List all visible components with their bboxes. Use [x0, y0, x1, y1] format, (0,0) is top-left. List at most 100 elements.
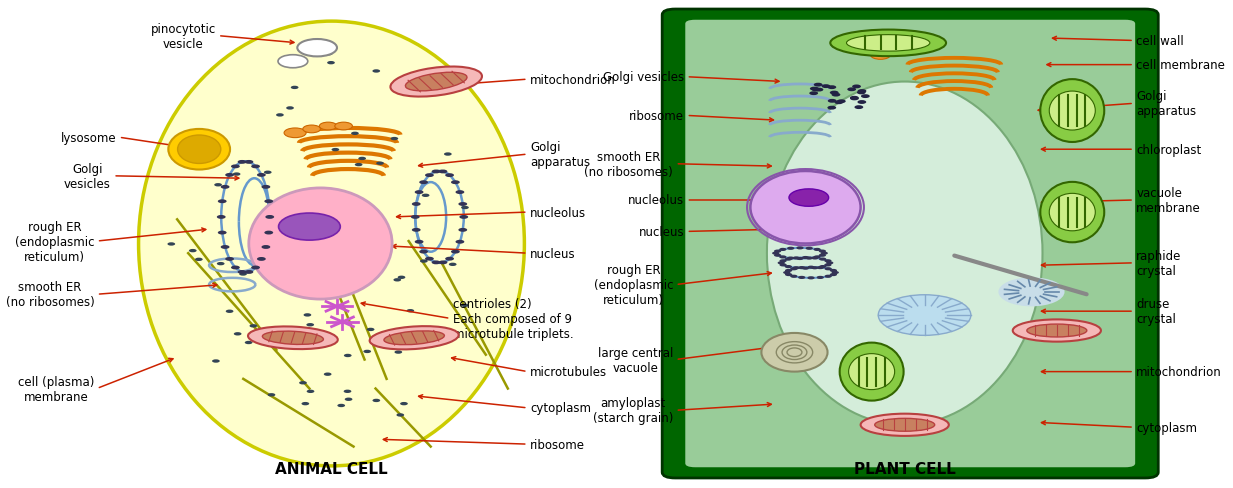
Circle shape [256, 174, 266, 178]
Ellipse shape [249, 188, 392, 300]
Circle shape [276, 114, 284, 117]
Circle shape [412, 228, 420, 232]
Circle shape [819, 250, 826, 253]
Circle shape [297, 40, 337, 57]
Circle shape [218, 231, 227, 235]
Circle shape [451, 181, 460, 185]
Circle shape [819, 258, 826, 261]
FancyBboxPatch shape [662, 10, 1158, 478]
Circle shape [303, 314, 311, 317]
Circle shape [821, 85, 830, 89]
Text: raphide
crystal: raphide crystal [1136, 249, 1181, 277]
Circle shape [999, 278, 1064, 307]
Circle shape [226, 258, 234, 262]
Ellipse shape [840, 343, 904, 401]
Ellipse shape [874, 419, 935, 431]
Circle shape [793, 257, 800, 260]
Circle shape [264, 200, 274, 204]
Circle shape [351, 132, 359, 136]
Circle shape [459, 228, 467, 232]
Circle shape [406, 84, 414, 87]
Circle shape [790, 275, 798, 278]
Text: Golgi
apparatus: Golgi apparatus [530, 141, 591, 169]
Ellipse shape [1041, 183, 1105, 243]
Circle shape [422, 194, 429, 198]
Circle shape [774, 250, 782, 253]
Circle shape [461, 304, 469, 307]
Ellipse shape [1012, 320, 1101, 342]
Text: cell wall: cell wall [1136, 35, 1184, 48]
Circle shape [412, 203, 420, 206]
Circle shape [234, 332, 242, 336]
Circle shape [265, 216, 274, 220]
Circle shape [291, 86, 298, 90]
Circle shape [779, 260, 787, 263]
Circle shape [168, 243, 175, 246]
Circle shape [302, 402, 309, 406]
Circle shape [825, 264, 831, 267]
Text: cytoplasm: cytoplasm [1136, 421, 1197, 434]
Text: PLANT CELL: PLANT CELL [853, 461, 956, 476]
Ellipse shape [263, 331, 323, 345]
Circle shape [256, 258, 266, 262]
Circle shape [785, 269, 793, 272]
Text: large central
vacuole: large central vacuole [598, 346, 673, 374]
Circle shape [784, 265, 792, 268]
Circle shape [286, 107, 293, 110]
Circle shape [774, 254, 782, 257]
Circle shape [286, 331, 295, 335]
Circle shape [359, 158, 366, 161]
Ellipse shape [847, 36, 930, 52]
Circle shape [425, 257, 434, 261]
Circle shape [887, 48, 905, 56]
Text: nucleus: nucleus [530, 247, 576, 260]
Circle shape [870, 52, 890, 60]
Circle shape [261, 185, 270, 189]
Circle shape [831, 94, 841, 98]
Circle shape [306, 324, 314, 327]
Circle shape [238, 161, 247, 164]
Circle shape [815, 88, 824, 92]
Circle shape [217, 263, 224, 266]
Circle shape [366, 328, 375, 331]
Circle shape [277, 56, 308, 69]
Circle shape [814, 256, 821, 259]
Circle shape [420, 260, 428, 263]
Ellipse shape [169, 130, 231, 170]
Circle shape [226, 310, 233, 313]
Circle shape [819, 254, 826, 257]
Circle shape [376, 162, 383, 165]
Circle shape [783, 271, 790, 275]
Circle shape [444, 153, 451, 157]
Text: mitochondrion: mitochondrion [1136, 366, 1222, 378]
Circle shape [372, 70, 380, 74]
Circle shape [827, 106, 836, 110]
Circle shape [861, 95, 869, 99]
Text: nucleolus: nucleolus [628, 194, 684, 207]
Circle shape [779, 248, 787, 251]
Ellipse shape [762, 333, 827, 372]
Circle shape [391, 138, 398, 141]
Text: nucleolus: nucleolus [530, 206, 586, 219]
Circle shape [445, 257, 454, 261]
Circle shape [397, 276, 406, 280]
Circle shape [811, 266, 819, 270]
Circle shape [793, 266, 800, 270]
Circle shape [785, 273, 793, 277]
Circle shape [344, 390, 351, 393]
Text: pinocytotic
vesicle: pinocytotic vesicle [150, 22, 216, 51]
Circle shape [414, 191, 423, 195]
Ellipse shape [1027, 325, 1086, 337]
FancyBboxPatch shape [684, 20, 1136, 468]
Circle shape [857, 101, 867, 105]
Ellipse shape [1049, 194, 1095, 231]
Circle shape [212, 360, 219, 363]
Ellipse shape [1041, 80, 1105, 142]
Circle shape [419, 181, 428, 185]
Circle shape [901, 48, 919, 56]
Circle shape [432, 170, 440, 174]
Circle shape [221, 245, 229, 249]
Text: vacuole
membrane: vacuole membrane [1136, 186, 1201, 215]
Circle shape [827, 100, 837, 103]
Circle shape [830, 269, 837, 272]
